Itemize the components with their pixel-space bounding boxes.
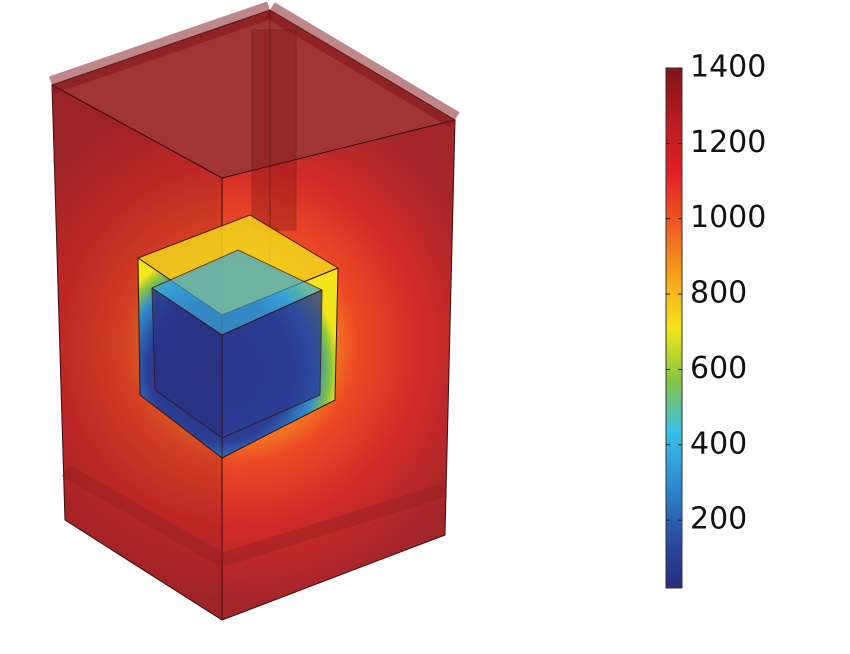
tick-label: 1000 [690,200,766,235]
tick-label: 600 [690,351,747,386]
tick-label: 800 [690,276,747,311]
simulation-render [49,1,460,621]
tick-label: 1400 [690,50,766,85]
tick-label: 400 [690,426,747,461]
tick-label: 1200 [690,125,766,160]
tick-label: 200 [690,502,747,537]
colorbar: 200 400 600 800 1000 1200 1400 [665,50,766,589]
colorbar-scale [665,67,683,589]
